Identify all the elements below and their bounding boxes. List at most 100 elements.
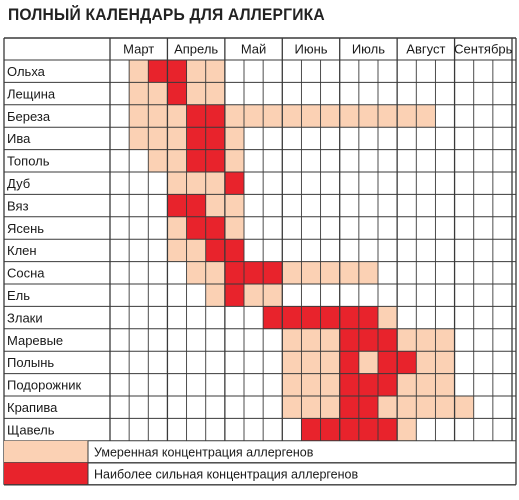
page-title: ПОЛНЫЙ КАЛЕНДАРЬ ДЛЯ АЛЛЕРГИКА	[8, 5, 325, 24]
cell-moderate	[129, 60, 149, 83]
cell-moderate	[205, 261, 225, 284]
cell-strong	[320, 306, 340, 329]
cell-moderate	[224, 127, 244, 150]
cell-moderate	[320, 261, 340, 284]
month-label: Март	[123, 42, 154, 57]
plant-label: Ива	[7, 131, 31, 146]
cell-moderate	[205, 172, 225, 195]
plant-label: Береза	[7, 109, 51, 124]
cell-strong	[205, 127, 225, 150]
cell-strong	[186, 194, 206, 217]
cell-moderate	[244, 104, 264, 128]
plant-label: Ель	[7, 288, 30, 303]
cell-strong	[378, 418, 398, 441]
cell-strong	[339, 328, 359, 352]
cell-moderate	[205, 284, 225, 307]
cell-strong	[186, 104, 206, 128]
cell-moderate	[282, 351, 302, 374]
legend-swatch-moderate	[4, 440, 88, 463]
cell-moderate	[301, 396, 321, 419]
cell-moderate	[282, 104, 302, 128]
cell-strong	[378, 373, 398, 396]
cell-moderate	[397, 104, 417, 128]
cell-strong	[301, 418, 321, 441]
plant-label: Ольха	[7, 64, 46, 79]
cell-moderate	[224, 149, 244, 172]
cell-moderate	[129, 127, 149, 150]
cell-strong	[339, 418, 359, 441]
cell-strong	[205, 104, 225, 128]
plant-label: Сосна	[7, 266, 45, 281]
legend-label-strong: Наиболее сильная концентрация аллергенов	[94, 467, 358, 481]
cell-moderate	[320, 104, 340, 128]
cell-strong	[339, 396, 359, 419]
cell-strong	[205, 216, 225, 240]
cell-moderate	[282, 328, 302, 352]
cell-strong	[339, 306, 359, 329]
cell-moderate	[397, 328, 417, 352]
cell-moderate	[416, 373, 436, 396]
cell-moderate	[416, 351, 436, 374]
cell-moderate	[416, 328, 436, 352]
cell-strong	[224, 172, 244, 195]
plant-label: Маревые	[7, 333, 63, 348]
cell-moderate	[435, 351, 455, 374]
month-label: Май	[241, 42, 266, 57]
cell-moderate	[454, 396, 474, 419]
plant-label: Клен	[7, 243, 37, 258]
cell-strong	[148, 60, 168, 83]
cell-moderate	[167, 127, 187, 150]
cell-moderate	[416, 104, 436, 128]
cell-moderate	[205, 82, 225, 105]
cell-moderate	[378, 104, 398, 128]
cell-moderate	[339, 261, 359, 284]
month-label: Август	[406, 42, 445, 57]
cell-strong	[186, 149, 206, 172]
cell-moderate	[186, 261, 206, 284]
cell-moderate	[397, 418, 417, 441]
cell-strong	[205, 239, 225, 262]
cell-moderate	[186, 239, 206, 262]
cell-moderate	[378, 306, 398, 329]
cell-moderate	[167, 104, 187, 128]
cell-strong	[167, 60, 187, 83]
cell-strong	[205, 149, 225, 172]
cell-moderate	[224, 194, 244, 217]
month-label: Июль	[352, 42, 385, 57]
cell-strong	[244, 261, 264, 284]
cell-moderate	[435, 328, 455, 352]
cell-strong	[224, 261, 244, 284]
cell-moderate	[358, 104, 378, 128]
month-label: Апрель	[174, 42, 218, 57]
cell-strong	[263, 261, 283, 284]
cell-strong	[167, 194, 187, 217]
plant-label: Дуб	[7, 176, 30, 191]
cell-moderate	[148, 127, 168, 150]
cell-strong	[301, 306, 321, 329]
cell-moderate	[244, 284, 264, 307]
plant-label: Крапива	[7, 400, 58, 415]
cell-strong	[339, 373, 359, 396]
month-label: Июнь	[294, 42, 327, 57]
cell-strong	[358, 418, 378, 441]
cell-moderate	[129, 82, 149, 105]
cell-strong	[320, 418, 340, 441]
cell-strong	[224, 239, 244, 262]
plant-label: Полынь	[7, 355, 54, 370]
cell-strong	[397, 351, 417, 374]
month-label: Сентябрь	[454, 42, 512, 57]
cell-moderate	[301, 351, 321, 374]
cell-moderate	[148, 104, 168, 128]
cell-moderate	[358, 261, 378, 284]
cell-moderate	[435, 373, 455, 396]
plant-label: Вяз	[7, 198, 29, 213]
cell-moderate	[397, 396, 417, 419]
cell-moderate	[282, 373, 302, 396]
cell-moderate	[339, 104, 359, 128]
cell-moderate	[301, 261, 321, 284]
cell-moderate	[416, 396, 436, 419]
cell-moderate	[186, 60, 206, 83]
cell-moderate	[186, 82, 206, 105]
cell-strong	[378, 328, 398, 352]
